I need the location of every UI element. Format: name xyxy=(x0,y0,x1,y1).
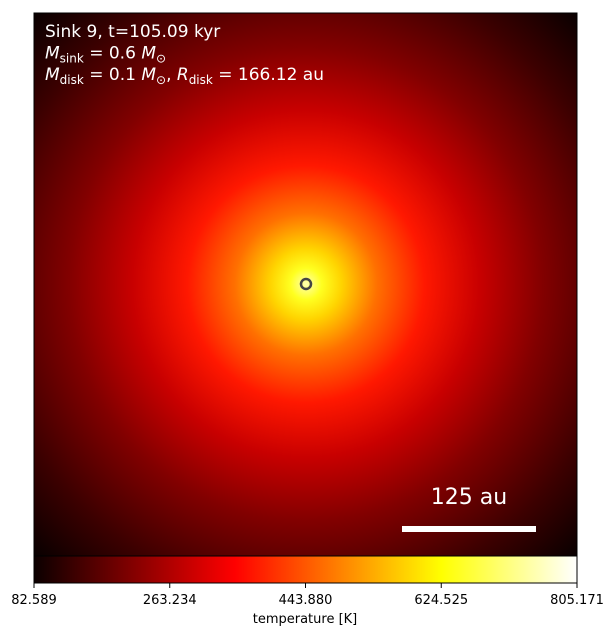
annotation-part: ⊙ xyxy=(156,52,166,66)
colorbar-tick-label: 263.234 xyxy=(143,593,197,608)
colorbar-ticks: 82.589 263.234 443.880 624.525 805.171 xyxy=(11,583,604,608)
colorbar-tick-label: 624.525 xyxy=(414,593,468,608)
annotation-part: disk xyxy=(60,73,84,87)
annotation-part: M xyxy=(141,65,156,85)
annotation: Mdisk = 0.1 M⊙, Rdisk = 166.12 au xyxy=(45,65,324,87)
temperature-map xyxy=(34,13,577,556)
annotation: Sink 9, t=105.09 kyr xyxy=(45,22,220,42)
scale-bar-label: 125 au xyxy=(431,485,507,510)
colorbar-label: temperature [K] xyxy=(253,612,358,627)
colorbar-tick-label: 805.171 xyxy=(550,593,604,608)
image-panel xyxy=(34,13,577,556)
colorbar-tick-label: 443.880 xyxy=(279,593,333,608)
annotation-part: = 0.6 xyxy=(84,44,142,64)
annotation-part: disk xyxy=(189,73,213,87)
colorbar-tick-label: 82.589 xyxy=(11,593,57,608)
annotation: Msink = 0.6 M⊙ xyxy=(45,44,166,66)
annotation-part: M xyxy=(45,44,60,64)
sink-marker xyxy=(299,277,313,291)
annotation-part: M xyxy=(141,44,156,64)
annotation-part: Sink 9, t=105.09 kyr xyxy=(45,22,220,42)
annotation-part: , xyxy=(166,65,177,85)
annotation-part: M xyxy=(45,65,60,85)
annotation-part: R xyxy=(177,65,189,85)
annotation-part: sink xyxy=(60,52,84,66)
annotation-part: ⊙ xyxy=(156,73,166,87)
annotation-part: = 166.12 au xyxy=(213,65,324,85)
annotation-part: = 0.1 xyxy=(84,65,142,85)
colorbar xyxy=(33,555,578,584)
